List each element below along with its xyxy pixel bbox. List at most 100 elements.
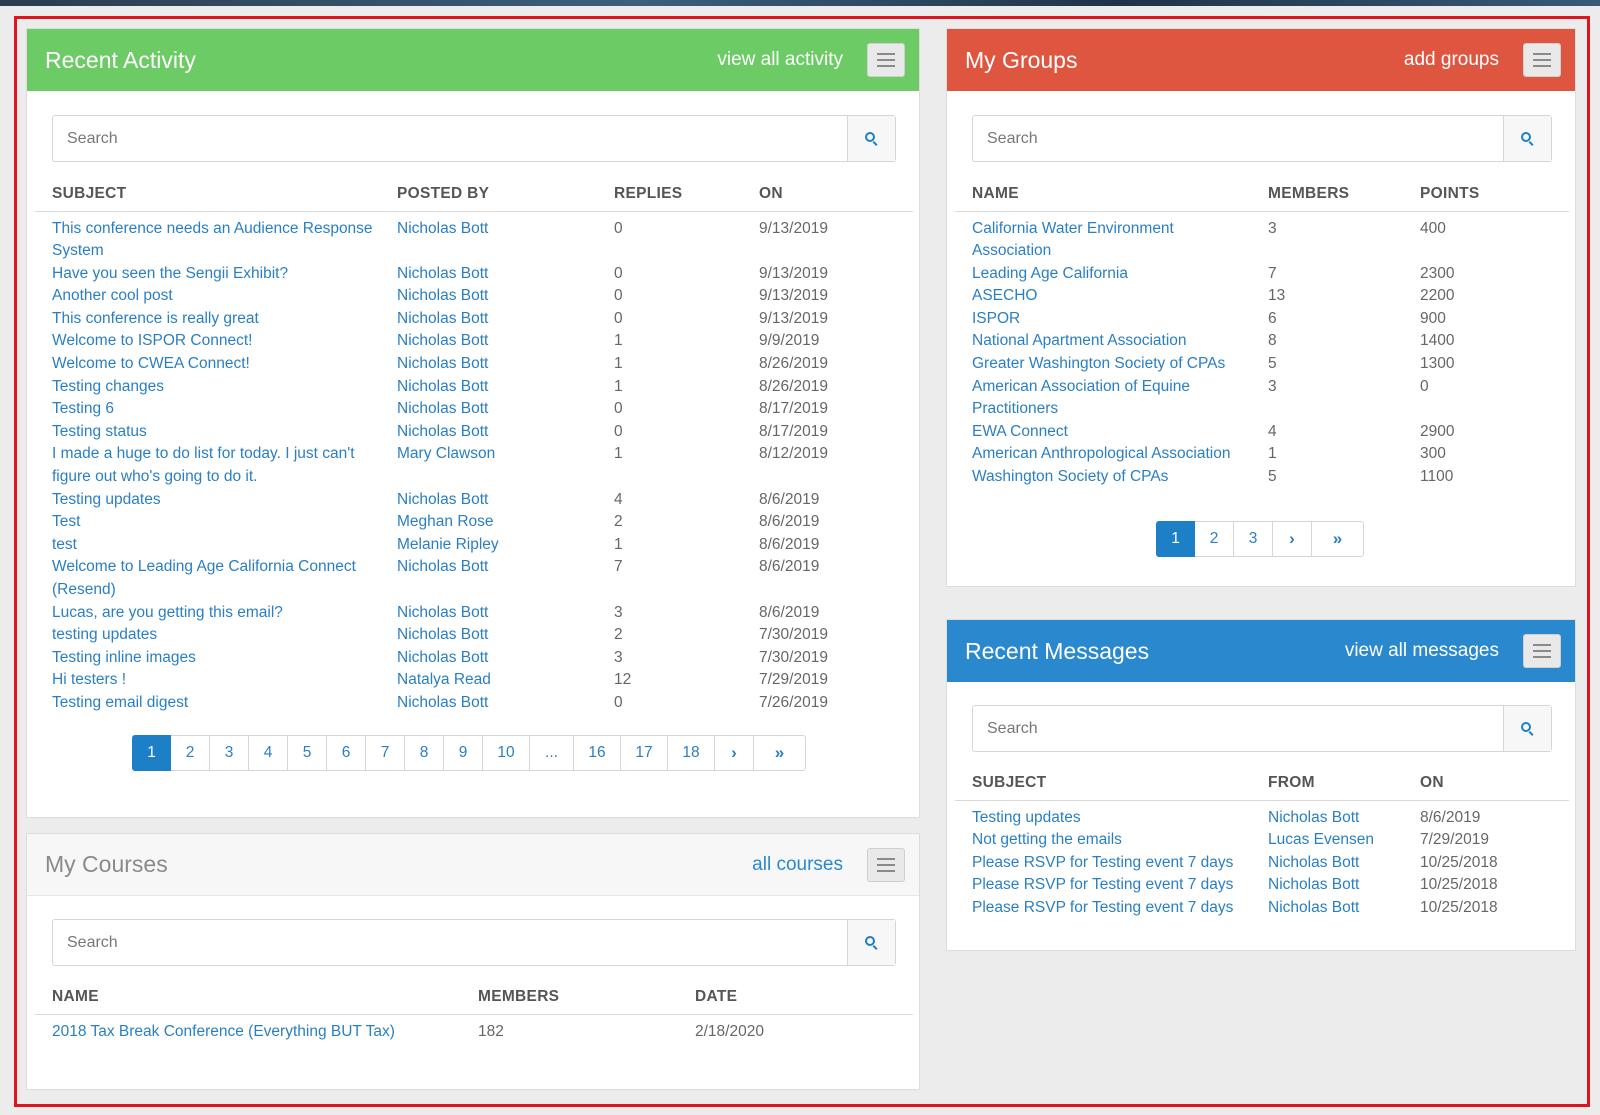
subject-link[interactable]: Testing updates (52, 490, 161, 508)
group-name-link[interactable]: National Apartment Association (972, 332, 1187, 350)
subject-link[interactable]: This conference is really great (52, 309, 259, 327)
subject-link[interactable]: Welcome to CWEA Connect! (52, 355, 250, 373)
search-button[interactable] (847, 920, 895, 965)
subject-link[interactable]: Welcome to ISPOR Connect! (52, 332, 253, 350)
author-link[interactable]: Nicholas Bott (397, 219, 489, 237)
hamburger-menu-icon[interactable] (867, 43, 905, 77)
sender-link[interactable]: Nicholas Bott (1268, 808, 1360, 826)
search-button[interactable] (847, 116, 895, 161)
subject-link[interactable]: Another cool post (52, 287, 173, 305)
subject-link[interactable]: Testing 6 (52, 400, 115, 418)
message-subject-link[interactable]: Not getting the emails (972, 831, 1122, 849)
author-link[interactable]: Nicholas Bott (397, 558, 489, 576)
page-button[interactable]: 5 (288, 735, 327, 771)
page-button[interactable]: 2 (171, 735, 210, 771)
page-button[interactable]: 4 (249, 735, 288, 771)
sender-link[interactable]: Nicholas Bott (1268, 853, 1360, 871)
column-header: ON (1420, 766, 1569, 801)
author-link[interactable]: Nicholas Bott (397, 422, 489, 440)
subject-link[interactable]: Testing changes (52, 377, 165, 395)
page-button[interactable]: 2 (1195, 521, 1234, 557)
all-courses-link[interactable]: all courses (752, 853, 843, 875)
hamburger-menu-icon[interactable] (867, 847, 905, 882)
author-link[interactable]: Melanie Ripley (397, 535, 499, 553)
sender-link[interactable]: Nicholas Bott (1268, 898, 1360, 916)
group-name-link[interactable]: American Anthropological Association (972, 445, 1231, 463)
group-name-link[interactable]: California Water Environment Association (972, 219, 1174, 260)
page-button[interactable]: 16 (574, 735, 621, 771)
page-button[interactable]: 18 (668, 735, 715, 771)
author-link[interactable]: Mary Clawson (397, 445, 496, 463)
author-link[interactable]: Nicholas Bott (397, 603, 489, 621)
subject-link[interactable]: Testing status (52, 422, 147, 440)
course-name-link[interactable]: 2018 Tax Break Conference (Everything BU… (52, 1022, 395, 1040)
subject-link[interactable]: Lucas, are you getting this email? (52, 603, 283, 621)
message-subject-link[interactable]: Please RSVP for Testing event 7 days (972, 898, 1234, 916)
search-button[interactable] (1503, 116, 1551, 161)
search-input[interactable] (973, 116, 1503, 161)
page-button[interactable]: 1 (1156, 521, 1195, 557)
sender-link[interactable]: Nicholas Bott (1268, 876, 1360, 894)
search-input[interactable] (973, 706, 1503, 751)
group-name-link[interactable]: ASECHO (972, 287, 1038, 305)
page-button[interactable]: 3 (210, 735, 249, 771)
search-input[interactable] (53, 116, 847, 161)
author-link[interactable]: Natalya Read (397, 671, 491, 689)
page-button[interactable]: 6 (327, 735, 366, 771)
author-link[interactable]: Nicholas Bott (397, 377, 489, 395)
subject-link[interactable]: Have you seen the Sengii Exhibit? (52, 264, 289, 282)
page-button[interactable]: 17 (621, 735, 668, 771)
double-chevron-right-icon[interactable]: » (754, 735, 806, 771)
course-date: 2/18/2020 (695, 1022, 764, 1040)
author-link[interactable]: Nicholas Bott (397, 648, 489, 666)
subject-link[interactable]: This conference needs an Audience Respon… (52, 219, 373, 260)
group-name-link[interactable]: EWA Connect (972, 422, 1068, 440)
view-all-messages-link[interactable]: view all messages (1344, 640, 1499, 661)
message-subject-link[interactable]: Testing updates (972, 808, 1081, 826)
page-button[interactable]: 9 (444, 735, 483, 771)
subject-link[interactable]: I made a huge to do list for today. I ju… (52, 445, 355, 486)
author-link[interactable]: Nicholas Bott (397, 309, 489, 327)
search-button[interactable] (1503, 706, 1551, 751)
chevron-right-icon[interactable]: › (1273, 521, 1312, 557)
subject-link[interactable]: Hi testers ! (52, 671, 127, 689)
message-subject-link[interactable]: Please RSVP for Testing event 7 days (972, 876, 1234, 894)
author-link[interactable]: Meghan Rose (397, 513, 494, 531)
post-date: 8/6/2019 (759, 490, 820, 508)
message-subject-link[interactable]: Please RSVP for Testing event 7 days (972, 853, 1234, 871)
subject-link[interactable]: Testing inline images (52, 648, 196, 666)
sender-link[interactable]: Lucas Evensen (1268, 831, 1374, 849)
chevron-right-icon[interactable]: › (715, 735, 754, 771)
group-name-link[interactable]: Leading Age California (972, 264, 1128, 282)
author-link[interactable]: Nicholas Bott (397, 264, 489, 282)
search-input[interactable] (53, 920, 847, 965)
page-button[interactable]: 10 (483, 735, 530, 771)
subject-link[interactable]: testing updates (52, 626, 158, 644)
author-link[interactable]: Nicholas Bott (397, 490, 489, 508)
hamburger-menu-icon[interactable] (1523, 43, 1561, 77)
author-link[interactable]: Nicholas Bott (397, 693, 489, 711)
double-chevron-right-icon[interactable]: » (1312, 521, 1364, 557)
subject-link[interactable]: test (52, 535, 77, 553)
group-name-link[interactable]: Greater Washington Society of CPAs (972, 355, 1226, 373)
table-row: American Anthropological Association 1 300 (955, 443, 1569, 466)
hamburger-menu-icon[interactable] (1523, 634, 1561, 668)
author-link[interactable]: Nicholas Bott (397, 287, 489, 305)
author-link[interactable]: Nicholas Bott (397, 626, 489, 644)
author-link[interactable]: Nicholas Bott (397, 400, 489, 418)
message-date: 10/25/2018 (1420, 853, 1498, 871)
subject-link[interactable]: Welcome to Leading Age California Connec… (52, 558, 356, 598)
group-name-link[interactable]: ISPOR (972, 309, 1021, 327)
subject-link[interactable]: Test (52, 513, 81, 531)
page-button[interactable]: 8 (405, 735, 444, 771)
group-name-link[interactable]: Washington Society of CPAs (972, 468, 1169, 486)
author-link[interactable]: Nicholas Bott (397, 355, 489, 373)
add-groups-link[interactable]: add groups (1403, 49, 1499, 70)
author-link[interactable]: Nicholas Bott (397, 332, 489, 350)
group-name-link[interactable]: American Association of Equine Practitio… (972, 377, 1190, 418)
page-button[interactable]: 7 (366, 735, 405, 771)
page-button[interactable]: 3 (1234, 521, 1273, 557)
page-button[interactable]: 1 (132, 735, 171, 771)
view-all-activity-link[interactable]: view all activity (717, 49, 843, 70)
subject-link[interactable]: Testing email digest (52, 693, 189, 711)
